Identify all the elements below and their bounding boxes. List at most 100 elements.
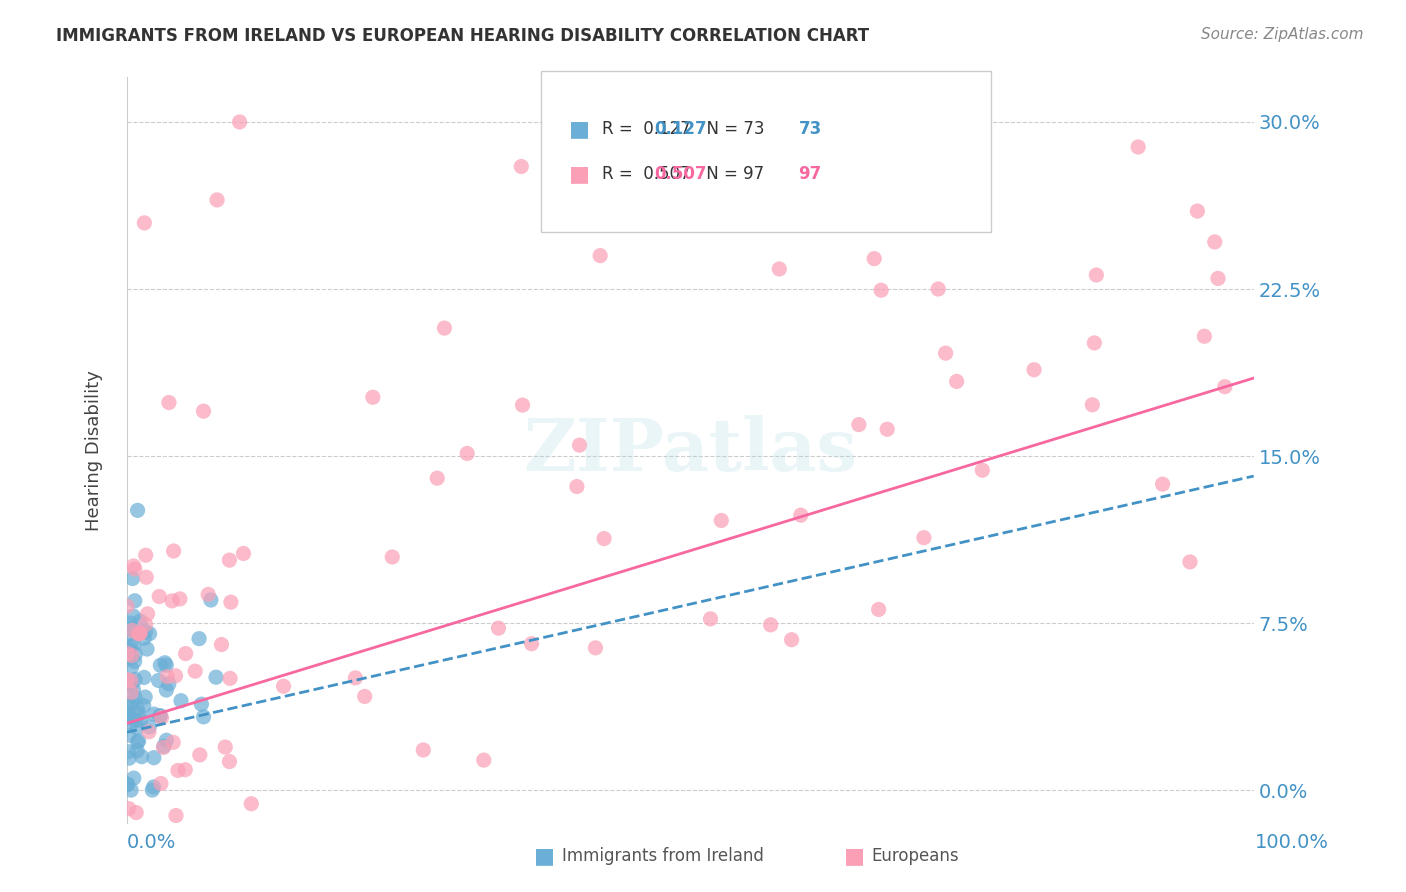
Point <box>1152 477 1174 491</box>
Point <box>138 626 160 640</box>
Point <box>935 346 957 360</box>
Point <box>200 593 222 607</box>
Point <box>120 660 142 674</box>
Text: 0.127: 0.127 <box>654 120 706 138</box>
Text: IMMIGRANTS FROM IRELAND VS EUROPEAN HEARING DISABILITY CORRELATION CHART: IMMIGRANTS FROM IRELAND VS EUROPEAN HEAR… <box>56 27 869 45</box>
Point <box>198 828 221 842</box>
Point <box>193 710 215 724</box>
Point <box>125 714 148 728</box>
Text: R =  0.507   N = 97: R = 0.507 N = 97 <box>602 165 763 183</box>
Point <box>115 628 138 642</box>
Text: Source: ZipAtlas.com: Source: ZipAtlas.com <box>1201 27 1364 42</box>
Point <box>160 594 183 608</box>
Point <box>1083 335 1105 350</box>
Point <box>205 670 228 684</box>
Point <box>117 778 139 792</box>
Point <box>127 744 149 758</box>
Point <box>1081 398 1104 412</box>
Point <box>118 728 141 742</box>
Point <box>1022 362 1045 376</box>
Point <box>361 390 384 404</box>
Point <box>132 670 155 684</box>
Point <box>972 463 994 477</box>
Point <box>143 707 166 722</box>
Point <box>118 751 141 765</box>
Point <box>512 398 534 412</box>
Point <box>121 572 143 586</box>
Point <box>122 682 145 697</box>
Point <box>188 632 211 646</box>
Point <box>218 755 240 769</box>
Point <box>122 558 145 573</box>
Point <box>135 617 157 632</box>
Point <box>219 671 242 685</box>
Point <box>381 549 404 564</box>
Point <box>589 249 612 263</box>
Point <box>149 709 172 723</box>
Point <box>142 780 165 794</box>
Point <box>117 711 139 725</box>
Text: ■: ■ <box>534 847 555 866</box>
Point <box>456 446 478 460</box>
Point <box>848 417 870 432</box>
Y-axis label: Hearing Disability: Hearing Disability <box>86 370 103 531</box>
Point <box>142 750 165 764</box>
Point <box>593 532 616 546</box>
Point <box>412 743 434 757</box>
Point <box>193 404 215 418</box>
Point <box>129 626 152 640</box>
Text: ■: ■ <box>569 120 591 139</box>
Point <box>165 808 187 822</box>
Point <box>124 673 146 687</box>
Point <box>510 160 533 174</box>
Point <box>218 553 240 567</box>
Point <box>568 438 591 452</box>
Point <box>132 698 155 713</box>
Point <box>273 679 295 693</box>
Point <box>124 648 146 662</box>
Point <box>128 706 150 721</box>
Point <box>115 599 138 614</box>
Point <box>120 673 142 688</box>
Point <box>1206 271 1229 285</box>
Point <box>1187 204 1209 219</box>
Point <box>157 395 180 409</box>
Point <box>927 282 949 296</box>
Text: Immigrants from Ireland: Immigrants from Ireland <box>562 847 765 865</box>
Point <box>124 690 146 705</box>
Point <box>128 734 150 748</box>
Point <box>135 548 157 562</box>
Point <box>211 638 233 652</box>
Point <box>876 422 898 436</box>
Point <box>488 621 510 635</box>
Text: Europeans: Europeans <box>872 847 959 865</box>
Point <box>1194 329 1216 343</box>
Point <box>117 745 139 759</box>
Point <box>157 677 180 691</box>
Point <box>190 697 212 711</box>
Point <box>153 656 176 670</box>
Point <box>155 683 177 698</box>
Text: 100.0%: 100.0% <box>1254 833 1329 853</box>
Point <box>160 828 183 842</box>
Point <box>149 776 172 790</box>
Point <box>138 720 160 734</box>
Point <box>134 216 156 230</box>
Point <box>118 709 141 723</box>
Point <box>868 602 890 616</box>
Point <box>162 735 184 749</box>
Point <box>125 721 148 735</box>
Point <box>353 690 375 704</box>
Point <box>426 471 449 485</box>
Point <box>184 664 207 678</box>
Text: ■: ■ <box>844 847 865 866</box>
Point <box>1204 235 1226 249</box>
Point <box>1213 380 1236 394</box>
Text: R =  0.127   N = 73: R = 0.127 N = 73 <box>602 120 765 138</box>
Point <box>149 708 172 723</box>
Point <box>122 609 145 624</box>
Point <box>120 685 142 699</box>
Point <box>120 828 142 842</box>
Point <box>219 595 242 609</box>
Point <box>128 626 150 640</box>
